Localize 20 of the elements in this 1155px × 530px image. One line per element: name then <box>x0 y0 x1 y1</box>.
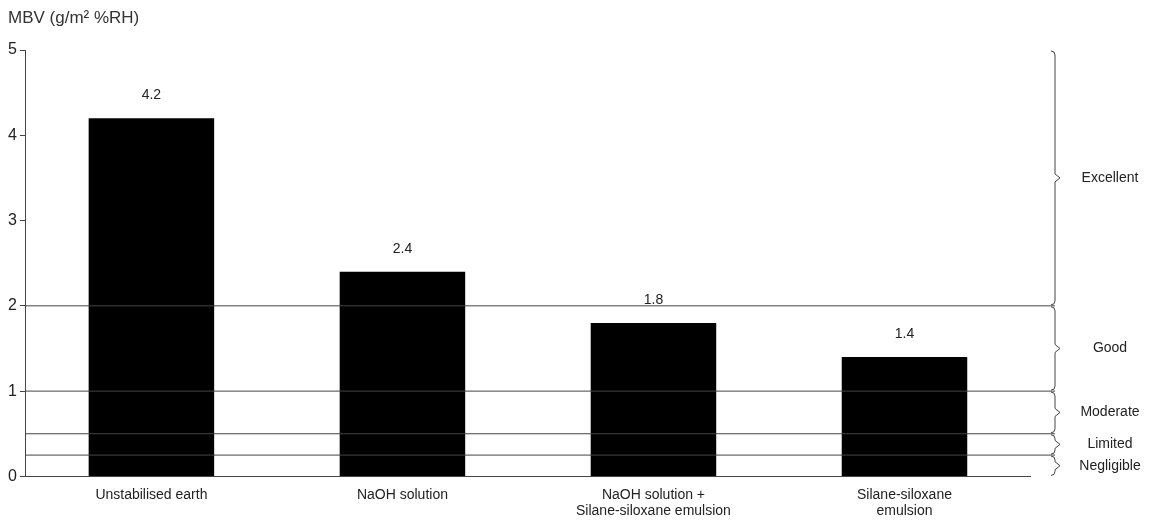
y-tick-label: 1 <box>7 381 17 399</box>
text: Moderate <box>1080 403 1140 420</box>
x-tick-label: NaOH solution <box>356 485 448 502</box>
data-label: 2.4 <box>392 239 413 256</box>
text: Limited <box>1087 435 1133 452</box>
text: Good <box>1092 339 1128 356</box>
x-tick-label: Unstabilised earth <box>95 485 208 502</box>
data-label: 1.4 <box>894 324 915 341</box>
text: Excellent <box>1081 168 1139 185</box>
y-tick-label: 3 <box>7 210 17 228</box>
y-axis-title: MBV (g/m² %RH) <box>8 8 140 28</box>
data-label: 1.8 <box>643 290 664 307</box>
y-tick-label: 0 <box>7 466 17 484</box>
text: Negligible <box>1079 456 1141 473</box>
y-tick-label: 4 <box>7 125 17 143</box>
y-tick-label: 5 <box>7 40 17 58</box>
y-tick-label: 2 <box>7 296 17 314</box>
x-tick-label: NaOH solution + Silane-siloxane emulsion <box>576 485 731 519</box>
data-label: 4.2 <box>141 86 162 103</box>
x-tick-label: Silane-siloxane emulsion <box>857 485 953 519</box>
